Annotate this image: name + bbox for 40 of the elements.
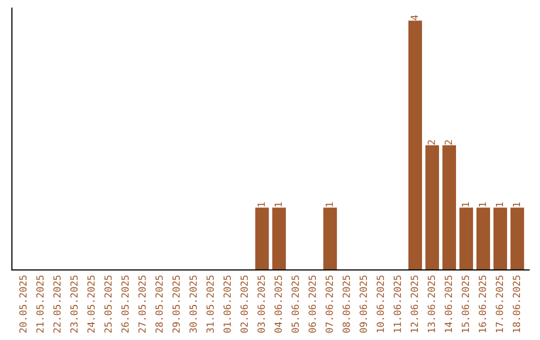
x-tick-label: 07.06.2025 xyxy=(326,276,333,333)
x-tick-label: 18.06.2025 xyxy=(512,276,520,332)
x-tick-label: 10.06.2025 xyxy=(376,276,384,332)
x-tick-label: 05.06.2025 xyxy=(292,276,299,333)
x-tick-label: 21.05.2025 xyxy=(36,276,44,333)
x-tick-label: 31.05.2025 xyxy=(206,276,214,333)
data-label: 1 xyxy=(462,202,469,206)
x-tick-label: 23.05.2025 xyxy=(70,276,78,333)
data-label: 1 xyxy=(496,202,503,206)
x-tick-label: 15.06.2025 xyxy=(462,276,470,332)
x-tick-label: 29.05.2025 xyxy=(172,276,180,333)
data-label: 4 xyxy=(410,15,418,20)
x-tick-label: 09.06.2025 xyxy=(360,276,367,333)
x-tick-label: 14.06.2025 xyxy=(444,276,452,332)
x-tick-label: 04.06.2025 xyxy=(274,276,282,333)
data-label: 2 xyxy=(428,140,435,145)
x-tick-label: 28.05.2025 xyxy=(155,276,163,333)
x-tick-label: 02.06.2025 xyxy=(240,276,248,333)
data-label: 2 xyxy=(444,140,452,145)
x-tick-label: 11.06.2025 xyxy=(394,276,402,332)
x-tick-label: 13.06.2025 xyxy=(428,276,436,332)
x-tick-label: 03.06.2025 xyxy=(258,276,265,333)
data-label: 1 xyxy=(274,202,282,206)
x-tick-label: 17.06.2025 xyxy=(496,276,504,332)
data-label: 1 xyxy=(326,202,333,206)
x-tick-label: 27.05.2025 xyxy=(138,276,146,333)
data-label: 1 xyxy=(478,202,486,206)
x-tick-label: 30.05.2025 xyxy=(189,276,197,333)
x-tick-label: 06.06.2025 xyxy=(308,276,316,333)
x-tick-label: 24.05.2025 xyxy=(87,276,95,333)
data-label: 1 xyxy=(258,202,265,206)
x-tick-label: 20.05.2025 xyxy=(19,276,27,333)
data-label: 1 xyxy=(512,202,520,206)
x-tick-label: 22.05.2025 xyxy=(53,276,61,333)
x-tick-label: 08.06.2025 xyxy=(342,276,350,333)
x-tick-label: 26.05.2025 xyxy=(121,276,129,333)
x-tick-label: 25.05.2025 xyxy=(104,276,112,333)
x-tick-label: 12.06.2025 xyxy=(410,276,418,332)
x-tick-label: 16.06.2025 xyxy=(478,276,486,332)
x-tick-label: 01.06.2025 xyxy=(223,276,231,333)
